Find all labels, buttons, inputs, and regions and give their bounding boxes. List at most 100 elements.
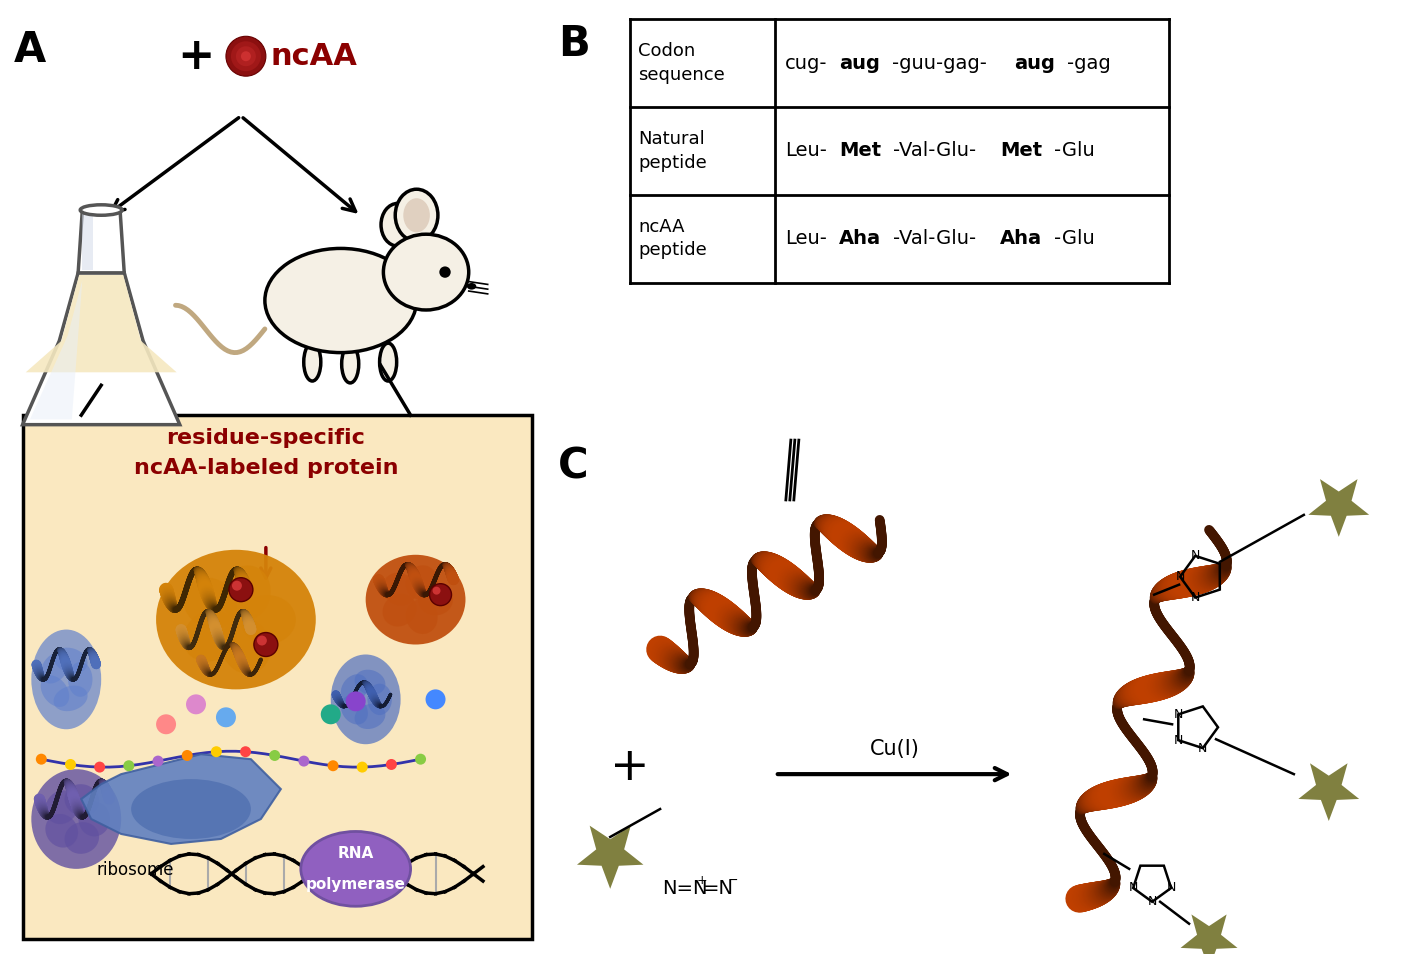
Ellipse shape xyxy=(403,199,430,232)
Text: -Val-Glu-: -Val-Glu- xyxy=(893,141,976,160)
Text: cug-: cug- xyxy=(785,53,828,73)
Ellipse shape xyxy=(131,779,251,838)
Text: C: C xyxy=(558,445,589,487)
Text: N: N xyxy=(1176,570,1184,584)
Ellipse shape xyxy=(31,769,121,869)
Text: N: N xyxy=(1190,549,1200,562)
Ellipse shape xyxy=(406,565,437,600)
Polygon shape xyxy=(82,213,92,269)
Circle shape xyxy=(328,760,338,772)
Circle shape xyxy=(231,41,261,72)
Ellipse shape xyxy=(54,686,88,711)
Ellipse shape xyxy=(64,822,99,854)
Text: N: N xyxy=(1147,895,1157,908)
Circle shape xyxy=(94,762,105,773)
Ellipse shape xyxy=(304,343,321,381)
Text: RNA: RNA xyxy=(338,846,373,860)
Circle shape xyxy=(182,750,193,761)
Ellipse shape xyxy=(467,283,476,289)
Text: Natural
peptide: Natural peptide xyxy=(638,130,707,172)
Polygon shape xyxy=(78,210,124,273)
Polygon shape xyxy=(26,275,176,372)
Text: +: + xyxy=(697,875,707,887)
Circle shape xyxy=(257,635,267,646)
Ellipse shape xyxy=(301,832,410,906)
Ellipse shape xyxy=(381,203,415,246)
Text: Aha: Aha xyxy=(839,229,880,248)
Ellipse shape xyxy=(355,704,385,729)
Ellipse shape xyxy=(382,573,416,605)
Ellipse shape xyxy=(68,662,92,697)
Polygon shape xyxy=(577,826,643,889)
Circle shape xyxy=(240,746,251,757)
Text: N: N xyxy=(1173,708,1183,721)
Text: N: N xyxy=(1190,591,1200,605)
Polygon shape xyxy=(81,754,281,844)
Text: +: + xyxy=(178,34,214,77)
Text: Met: Met xyxy=(1000,141,1042,160)
Text: -guu-gag-: -guu-gag- xyxy=(892,53,987,73)
Ellipse shape xyxy=(222,619,271,673)
Circle shape xyxy=(236,46,256,66)
Circle shape xyxy=(36,753,47,765)
Circle shape xyxy=(439,266,450,278)
Ellipse shape xyxy=(406,600,437,634)
Text: aug: aug xyxy=(1014,53,1055,73)
Circle shape xyxy=(231,581,241,591)
Text: B: B xyxy=(558,23,591,65)
Ellipse shape xyxy=(183,610,237,662)
Ellipse shape xyxy=(45,814,78,848)
Polygon shape xyxy=(1180,915,1237,955)
Ellipse shape xyxy=(379,343,396,381)
Circle shape xyxy=(345,691,366,711)
Ellipse shape xyxy=(54,647,88,673)
Text: N: N xyxy=(1173,733,1183,747)
Text: ncAA-labeled protein: ncAA-labeled protein xyxy=(133,458,398,478)
Text: Aha: Aha xyxy=(1000,229,1042,248)
Circle shape xyxy=(426,690,446,710)
Ellipse shape xyxy=(240,595,295,644)
Circle shape xyxy=(429,584,452,605)
Ellipse shape xyxy=(222,565,271,621)
Circle shape xyxy=(226,36,266,76)
Circle shape xyxy=(156,714,176,734)
Circle shape xyxy=(270,750,280,761)
Ellipse shape xyxy=(368,684,392,715)
Circle shape xyxy=(254,632,278,656)
Ellipse shape xyxy=(417,584,453,615)
Circle shape xyxy=(65,759,77,770)
Text: Leu-: Leu- xyxy=(785,229,826,248)
Ellipse shape xyxy=(266,248,416,352)
Ellipse shape xyxy=(395,189,437,242)
Text: Met: Met xyxy=(839,141,880,160)
Ellipse shape xyxy=(183,578,237,628)
Text: Codon
sequence: Codon sequence xyxy=(638,42,724,84)
Text: ribosome: ribosome xyxy=(97,860,173,879)
Ellipse shape xyxy=(41,675,70,707)
Ellipse shape xyxy=(341,695,368,725)
Ellipse shape xyxy=(342,345,359,383)
Ellipse shape xyxy=(382,594,416,626)
Text: =N: =N xyxy=(703,880,734,899)
Text: residue-specific: residue-specific xyxy=(166,428,365,448)
Text: N: N xyxy=(1198,742,1207,754)
Ellipse shape xyxy=(31,629,101,730)
Text: N=N: N=N xyxy=(662,880,707,899)
Circle shape xyxy=(124,760,135,772)
Ellipse shape xyxy=(366,555,466,645)
Circle shape xyxy=(433,586,440,595)
Text: −: − xyxy=(728,875,738,887)
Ellipse shape xyxy=(341,674,368,704)
Circle shape xyxy=(210,746,222,757)
Text: N: N xyxy=(1166,881,1176,895)
Ellipse shape xyxy=(355,669,385,695)
Text: ncAA
peptide: ncAA peptide xyxy=(638,218,707,260)
Ellipse shape xyxy=(331,654,400,744)
Circle shape xyxy=(229,578,253,602)
FancyBboxPatch shape xyxy=(23,415,532,939)
Polygon shape xyxy=(23,273,180,425)
Text: -gag: -gag xyxy=(1066,53,1110,73)
Ellipse shape xyxy=(41,652,70,684)
Text: -Val-Glu-: -Val-Glu- xyxy=(893,229,976,248)
Text: -Glu: -Glu xyxy=(1054,229,1095,248)
